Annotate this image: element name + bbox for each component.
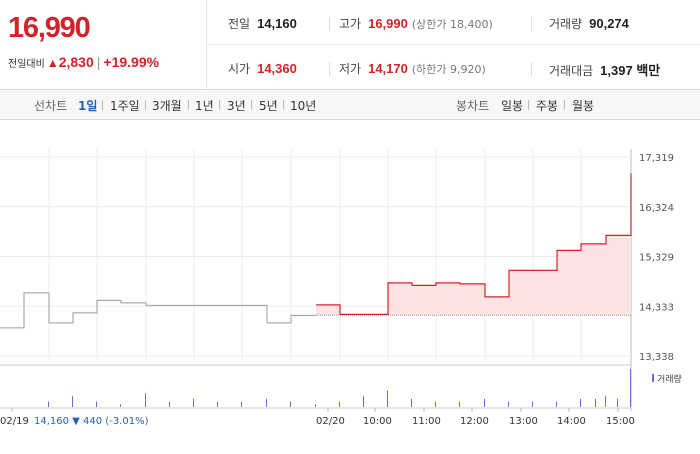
tab-divider xyxy=(102,100,103,110)
candle-chart-label: 봉차트 xyxy=(456,99,490,113)
change-label: 전일대비 xyxy=(8,59,45,70)
price-change: 전일대비 ▲2,830 | +19.99% xyxy=(8,54,159,70)
tab-1-day[interactable]: 1일 xyxy=(78,99,98,113)
high-label: 고가 xyxy=(339,17,362,31)
tab-10-years[interactable]: 10년 xyxy=(290,99,317,113)
divider xyxy=(329,17,330,31)
y-axis-ticks: 17,319 16,324 15,329 14,333 13,338 xyxy=(639,153,674,363)
tab-weekly-candle[interactable]: 주봉 xyxy=(536,99,559,113)
tab-divider xyxy=(188,100,189,110)
open-price: 시가 14,360 xyxy=(228,60,297,77)
volume-legend: 거래량 xyxy=(652,373,682,385)
current-price: 16,990 xyxy=(8,12,91,44)
prev-day-info: 02/19 14,160 ▼ 440 (-3.01%) xyxy=(0,416,149,427)
low-label: 저가 xyxy=(339,62,362,76)
x-axis-labels: 02/20 10:00 11:00 12:00 13:00 14:00 15:00 xyxy=(11,408,635,427)
x-axis-label: 13:00 xyxy=(509,416,538,427)
divider xyxy=(531,62,532,76)
up-arrow-icon: ▲ xyxy=(46,56,59,70)
change-percent: +19.99% xyxy=(103,54,160,70)
series-today-line xyxy=(316,173,632,315)
tab-3-years[interactable]: 3년 xyxy=(227,99,246,113)
tab-1-week[interactable]: 1주일 xyxy=(110,99,140,113)
volume-legend-swatch xyxy=(652,374,654,382)
tab-divider xyxy=(564,100,565,110)
price-chart-svg: 17,319 16,324 15,329 14,333 13,338 02/20 10:0… xyxy=(0,149,682,427)
prev-day-date: 02/19 xyxy=(0,416,29,427)
open-value: 14,360 xyxy=(257,61,297,76)
price-box: 16,990 전일대비 ▲2,830 | +19.99% xyxy=(0,0,207,89)
volume-bars xyxy=(48,369,631,407)
series-prev-day-line xyxy=(0,292,316,329)
tab-1-year[interactable]: 1년 xyxy=(195,99,214,113)
today-area xyxy=(316,173,631,315)
row-divider xyxy=(206,44,700,45)
lower-limit: (하한가 9,920) xyxy=(411,63,486,76)
tab-divider xyxy=(283,100,284,110)
low-value: 14,170 xyxy=(368,61,408,76)
tab-divider xyxy=(145,100,146,110)
x-axis-label: 12:00 xyxy=(460,416,489,427)
y-tick-label: 15,329 xyxy=(639,253,674,264)
today-area-fill xyxy=(316,173,631,315)
x-axis-label: 15:00 xyxy=(606,416,635,427)
y-tick-label: 14,333 xyxy=(639,302,674,313)
prev-day-price: 14,160 ▼ 440 (-3.01%) xyxy=(34,416,149,427)
tab-monthly-candle[interactable]: 월봉 xyxy=(572,99,595,113)
price-lines xyxy=(0,173,632,329)
high-price: 고가 16,990 (상한가 18,400) xyxy=(339,15,493,32)
y-tick-label: 16,324 xyxy=(639,203,674,214)
upper-limit: (상한가 18,400) xyxy=(411,18,493,31)
high-value: 16,990 xyxy=(368,16,408,31)
trade-value: 거래대금 1,397 백만 xyxy=(549,60,660,79)
tab-divider xyxy=(219,100,220,110)
x-axis-label: 11:00 xyxy=(412,416,441,427)
prev-close-value: 14,160 xyxy=(257,16,297,31)
change-value: 2,830 xyxy=(58,54,94,70)
divider xyxy=(531,17,532,31)
prev-close-label: 전일 xyxy=(228,17,251,31)
x-axis-label: 14:00 xyxy=(557,416,586,427)
chart-tabs: 선차트 1일 1주일 3개월 1년 3년 5년 10년 봉차트 일봉 주봉 월봉 xyxy=(0,90,700,120)
x-axis-label: 02/20 xyxy=(316,416,345,427)
price-chart: 17,319 16,324 15,329 14,333 13,338 02/20 10:0… xyxy=(0,120,700,450)
y-tick-label: 13,338 xyxy=(639,352,674,363)
chart-grid xyxy=(0,149,632,411)
tab-3-months[interactable]: 3개월 xyxy=(152,99,182,113)
low-price: 저가 14,170 (하한가 9,920) xyxy=(339,60,486,77)
volume: 거래량 90,274 xyxy=(549,15,629,32)
x-axis-label: 10:00 xyxy=(363,416,392,427)
tab-daily-candle[interactable]: 일봉 xyxy=(501,99,524,113)
line-chart-label: 선차트 xyxy=(34,99,68,113)
quote-summary: 16,990 전일대비 ▲2,830 | +19.99% 전일 14,160 고가 16,… xyxy=(0,0,700,90)
tab-divider xyxy=(251,100,252,110)
tab-5-years[interactable]: 5년 xyxy=(259,99,278,113)
trade-value-label: 거래대금 xyxy=(549,64,594,78)
open-label: 시가 xyxy=(228,62,251,76)
volume-legend-label: 거래량 xyxy=(657,373,682,385)
volume-label: 거래량 xyxy=(549,17,583,31)
prev-close: 전일 14,160 xyxy=(228,15,297,32)
volume-value: 90,274 xyxy=(589,16,629,31)
trade-value-value: 1,397 백만 xyxy=(600,63,661,78)
divider xyxy=(329,62,330,76)
tab-divider xyxy=(528,100,529,110)
y-tick-label: 17,319 xyxy=(639,153,674,164)
change-separator: | xyxy=(96,54,101,70)
